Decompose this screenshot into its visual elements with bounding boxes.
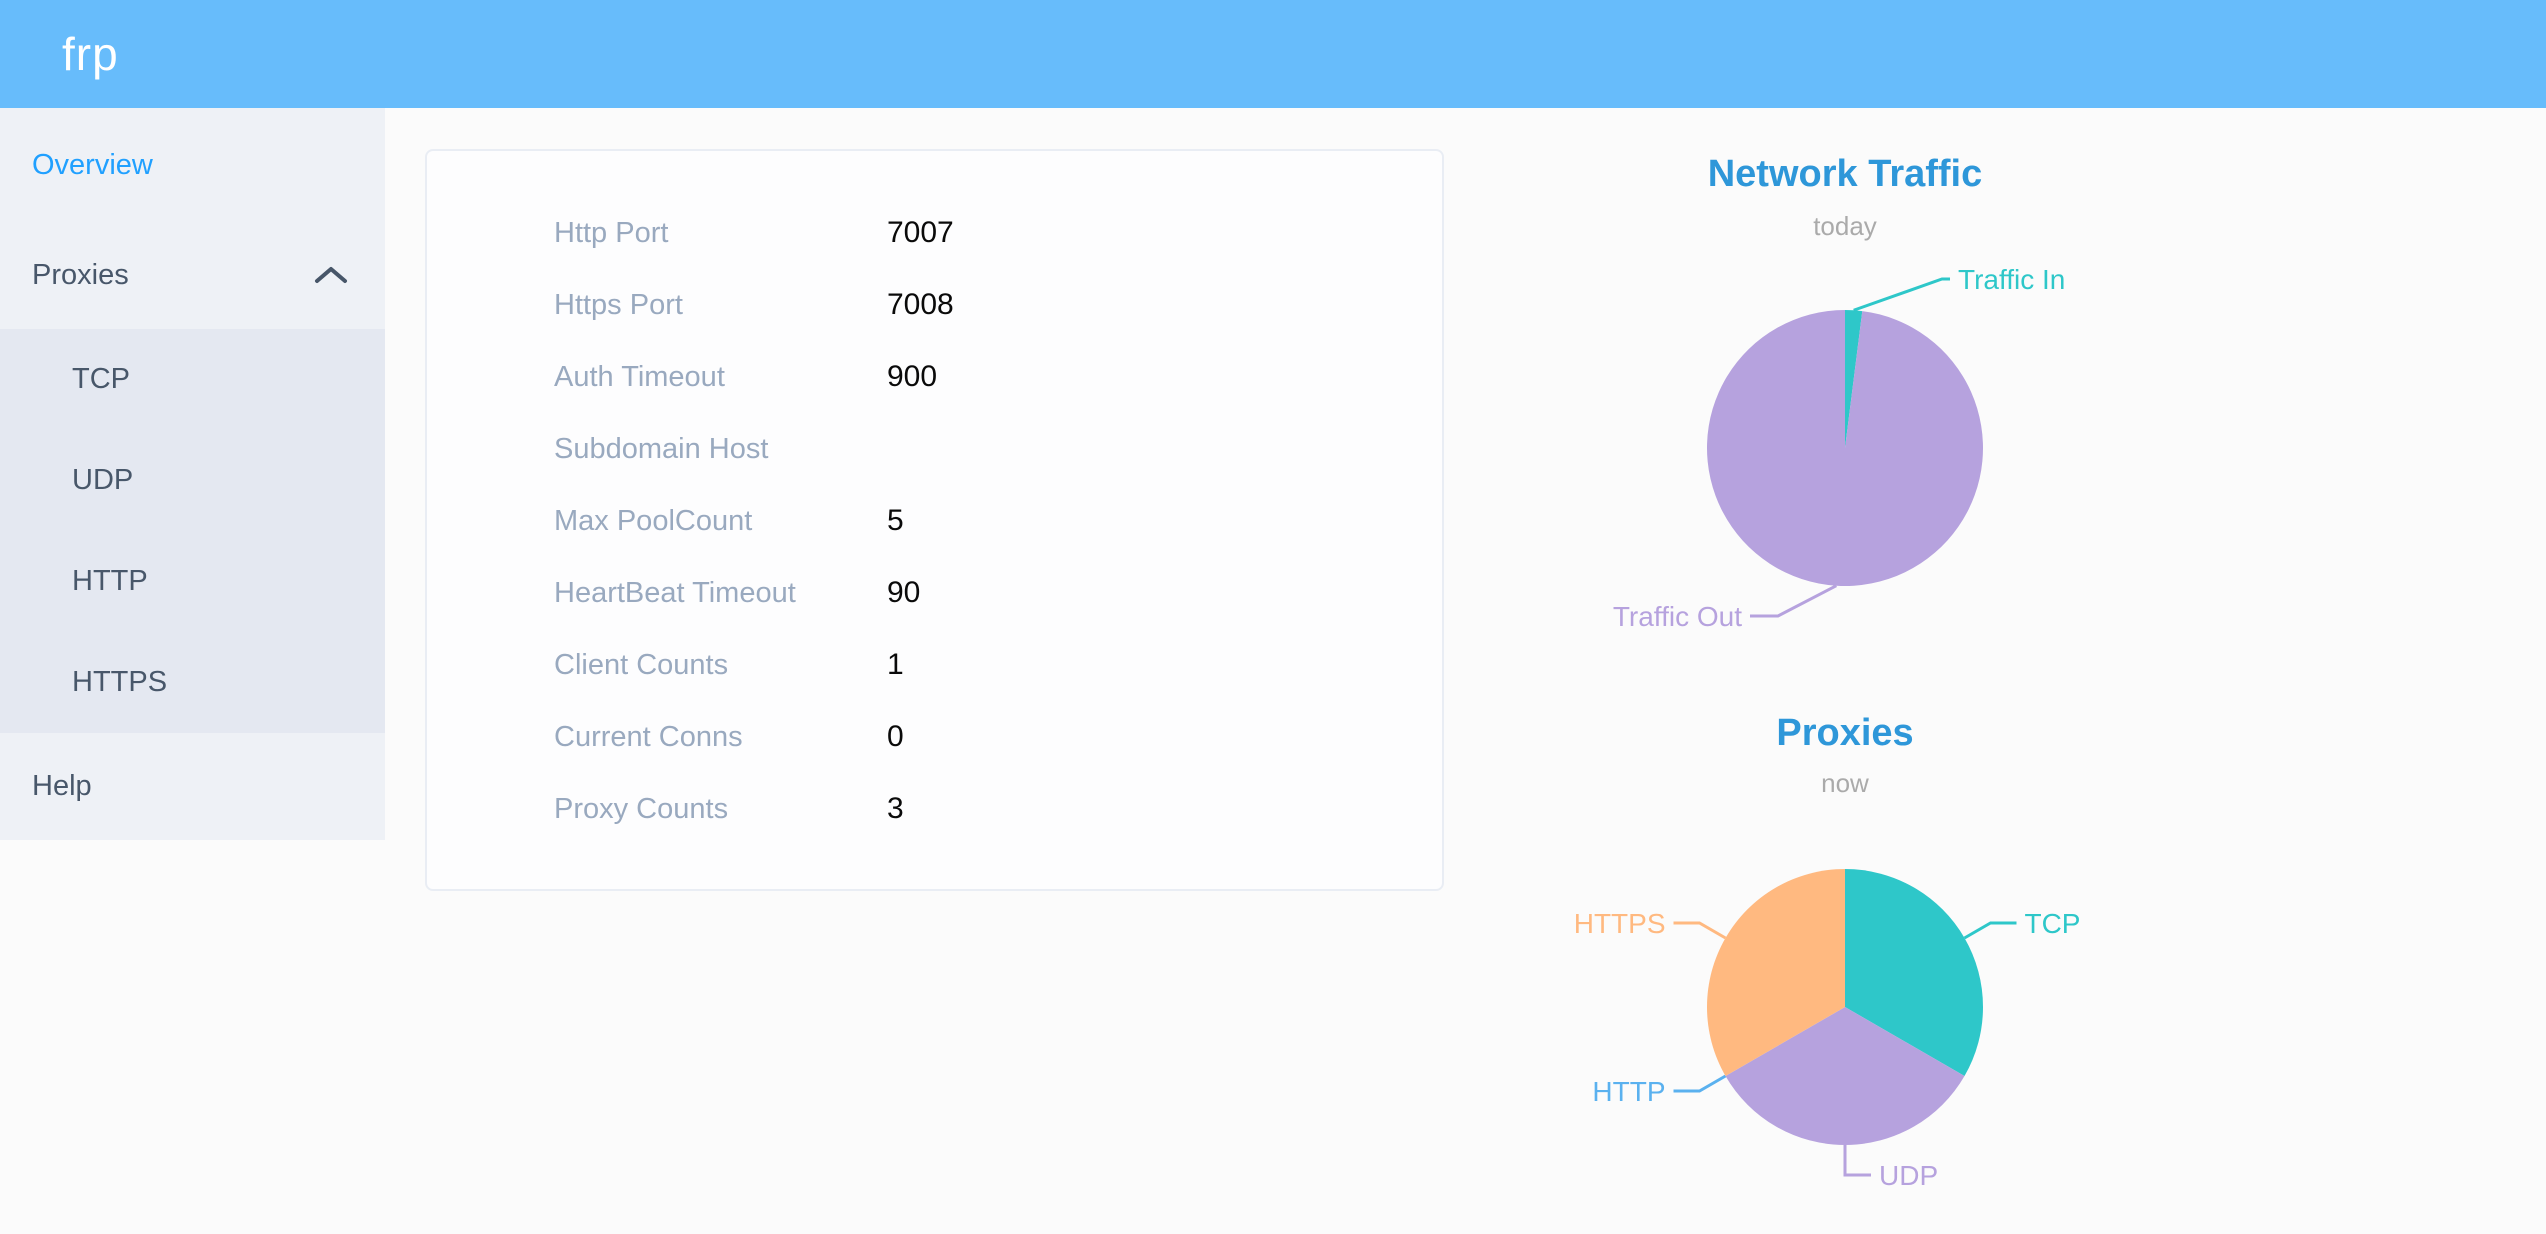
sidebar-item-http[interactable]: HTTP <box>72 565 148 597</box>
row-value: 5 <box>887 504 904 537</box>
pie-label-line <box>1673 921 1727 940</box>
table-row: HeartBeat Timeout 90 <box>427 557 1442 629</box>
sidebar-item-tcp[interactable]: TCP <box>72 363 130 395</box>
chart-subtitle-proxies: now <box>1821 768 1869 798</box>
row-label: Http Port <box>554 216 669 249</box>
table-row: Subdomain Host <box>427 413 1442 485</box>
table-row: Max PoolCount 5 <box>427 485 1442 557</box>
row-label: Subdomain Host <box>554 432 769 465</box>
sidebar-submenu-proxies: TCP UDP HTTP HTTPS <box>0 329 385 733</box>
row-value: 7007 <box>887 216 954 249</box>
chart-title-proxies: Proxies <box>1776 712 1914 754</box>
table-row: Current Conns 0 <box>427 701 1442 773</box>
sidebar-item-udp[interactable]: UDP <box>72 464 134 496</box>
row-value: 900 <box>887 360 938 393</box>
pie-slice[interactable] <box>1707 869 1845 1076</box>
table-row: Client Counts 1 <box>427 629 1442 701</box>
row-value: 3 <box>887 792 904 825</box>
pie-label-line <box>1853 277 1950 312</box>
pie-label: HTTP <box>1592 1076 1665 1107</box>
app-header: frp <box>0 0 2546 108</box>
sidebar-item-overview[interactable]: Overview <box>0 109 385 221</box>
pie-label-line <box>1673 1074 1727 1093</box>
table-row: Https Port 7008 <box>427 269 1442 341</box>
pie-slice[interactable] <box>1706 310 1983 586</box>
pie-label: Traffic In <box>1958 264 2065 295</box>
app-logo: frp <box>62 28 119 80</box>
pie-label: HTTPS <box>1574 908 1666 939</box>
sidebar-item-help-label: Help <box>32 770 92 802</box>
table-row: Proxy Counts 3 <box>427 773 1442 845</box>
row-label: Client Counts <box>554 648 729 681</box>
pie-slice[interactable] <box>1845 869 1984 1076</box>
row-label: Proxy Counts <box>554 792 729 825</box>
chevron-up-icon <box>315 267 347 283</box>
sidebar-item-help[interactable]: Help <box>0 733 385 840</box>
pie-label: TCP <box>2024 908 2080 939</box>
row-label: Max PoolCount <box>554 504 753 537</box>
pie-label-line <box>1843 1145 1871 1177</box>
pie-slice[interactable] <box>1845 310 1863 448</box>
chart-title-network-traffic: Network Traffic <box>1707 153 1983 195</box>
row-label: HeartBeat Timeout <box>554 576 796 609</box>
row-label: Auth Timeout <box>554 360 725 393</box>
pie-label-line <box>1750 584 1838 618</box>
server-info-card: Http Port 7007 Https Port 7008 Auth Time… <box>425 149 1444 891</box>
row-value: 0 <box>887 720 904 753</box>
table-row: Http Port 7007 <box>427 197 1442 269</box>
row-value: 1 <box>887 648 904 681</box>
row-value: 7008 <box>887 288 954 321</box>
table-row: Auth Timeout 900 <box>427 341 1442 413</box>
sidebar-item-proxies[interactable]: Proxies <box>0 221 385 329</box>
sidebar-item-proxies-label: Proxies <box>32 259 129 291</box>
pie-label: UDP <box>1879 1160 1938 1191</box>
sidebar-item-https[interactable]: HTTPS <box>72 666 168 698</box>
sidebar-item-overview-label: Overview <box>32 149 153 181</box>
chart-subtitle-network-traffic: today <box>1813 211 1877 241</box>
sidebar: Overview Proxies TCP UDP HTTP HTTPS Help <box>0 108 385 840</box>
pie-label-line <box>1963 921 2017 940</box>
row-label: Https Port <box>554 288 683 321</box>
row-label: Current Conns <box>554 720 743 753</box>
row-value: 90 <box>887 576 921 609</box>
pie-label: Traffic Out <box>1613 601 1742 632</box>
pie-charts-canvas[interactable]: Traffic In Traffic Out TCP UDP HTTP HTTPS <box>1450 108 2546 1234</box>
